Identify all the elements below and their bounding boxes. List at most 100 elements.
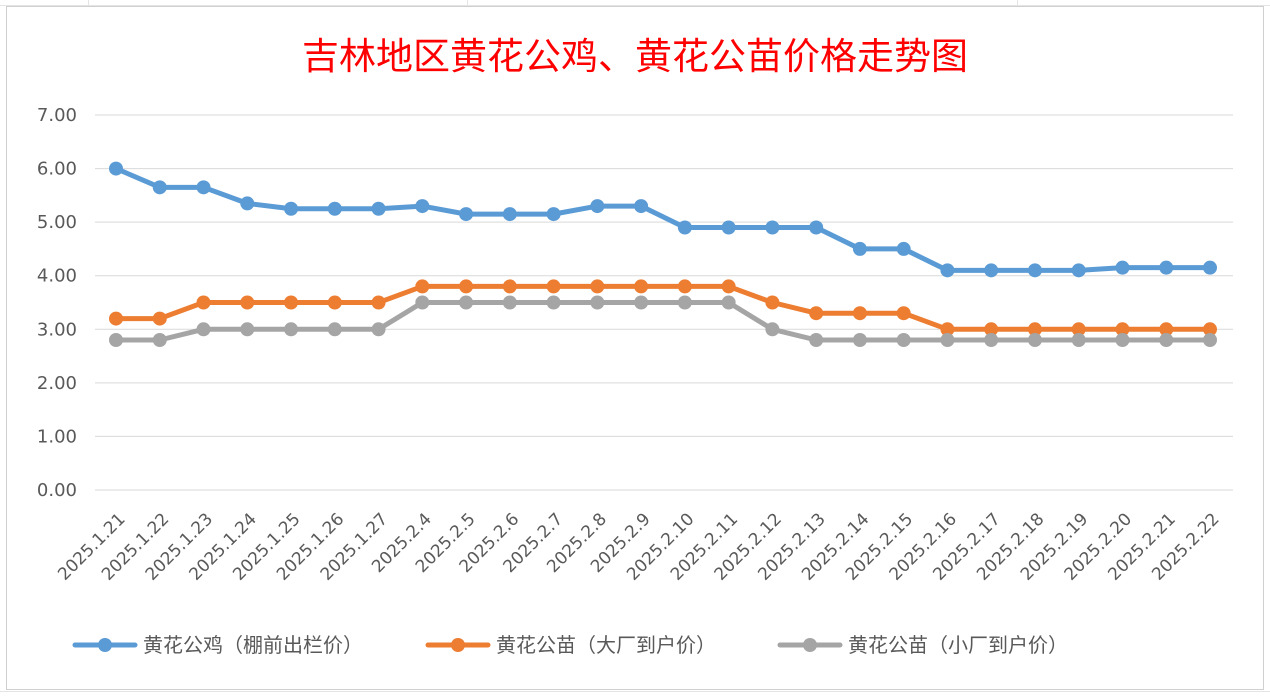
data-point <box>852 333 867 347</box>
data-point <box>327 295 342 310</box>
legend-item-3[interactable]: 黄花公苗（小厂到户价） <box>777 633 1068 657</box>
series-2 <box>109 279 1217 337</box>
data-point <box>1027 333 1042 347</box>
chart-title: 吉林地区黄花公鸡、黄花公苗价格走势图 <box>302 35 968 78</box>
data-point <box>196 180 211 195</box>
data-point <box>152 333 167 347</box>
data-point <box>940 263 955 278</box>
data-point <box>1115 322 1130 337</box>
data-point <box>109 311 123 326</box>
data-point <box>415 295 430 310</box>
legend: 黄花公鸡（棚前出栏价） 黄花公苗（大厂到户价） 黄花公苗（小厂到户价） <box>72 633 1068 657</box>
data-point <box>284 322 299 337</box>
data-point <box>1027 263 1042 278</box>
data-point <box>634 295 649 310</box>
data-point <box>896 241 911 256</box>
data-point <box>109 333 123 347</box>
data-point <box>765 220 780 235</box>
data-point <box>721 295 736 310</box>
data-point <box>677 279 692 294</box>
sheet-col-line <box>467 0 468 6</box>
data-point <box>809 333 824 347</box>
data-point <box>1071 263 1086 278</box>
data-point <box>590 295 605 310</box>
data-point <box>284 295 299 310</box>
data-point <box>765 295 780 310</box>
data-point <box>677 295 692 310</box>
data-point <box>459 279 474 294</box>
data-point <box>240 196 255 211</box>
sheet-row-line <box>0 691 1270 692</box>
data-point <box>984 263 999 278</box>
data-point <box>852 241 867 256</box>
data-point <box>546 279 561 294</box>
data-point <box>546 207 561 222</box>
data-point <box>415 279 430 294</box>
legend-item-2[interactable]: 黄花公苗（大厂到户价） <box>425 633 716 657</box>
data-point <box>896 306 911 321</box>
series-1 <box>109 161 1217 278</box>
data-point <box>152 311 167 326</box>
data-point <box>152 180 167 195</box>
data-point <box>196 322 211 337</box>
sheet-row-line <box>0 5 1270 6</box>
legend-label: 黄花公苗（大厂到户价） <box>496 633 716 657</box>
legend-label: 黄花公苗（小厂到户价） <box>848 633 1068 657</box>
data-point <box>984 322 999 337</box>
data-point <box>240 295 255 310</box>
y-tick-label: 0.00 <box>37 480 77 501</box>
data-point <box>1027 322 1042 337</box>
data-point <box>984 333 999 347</box>
data-point <box>459 295 474 310</box>
data-point <box>765 322 780 337</box>
data-point <box>721 220 736 235</box>
data-point <box>546 295 561 310</box>
data-point <box>590 199 605 214</box>
data-point <box>634 199 649 214</box>
data-point <box>590 279 605 294</box>
data-point <box>240 322 255 337</box>
series-3 <box>109 295 1217 347</box>
y-tick-label: 4.00 <box>37 266 77 287</box>
sheet-col-line <box>1017 0 1018 6</box>
data-point <box>371 201 386 216</box>
data-point <box>940 322 955 337</box>
data-point <box>502 279 517 294</box>
data-point <box>1203 333 1217 347</box>
legend-label: 黄花公鸡（棚前出栏价） <box>143 633 363 657</box>
legend-marker <box>98 638 112 652</box>
y-axis-ticks: 0.00 1.00 2.00 3.00 4.00 5.00 6.00 7.00 <box>37 105 77 501</box>
y-tick-label: 3.00 <box>37 319 77 340</box>
data-point <box>677 220 692 235</box>
data-point <box>327 322 342 337</box>
y-tick-label: 5.00 <box>37 212 77 233</box>
x-axis-ticks: 2025.1.212025.1.222025.1.232025.1.242025… <box>54 509 1223 584</box>
data-point <box>1159 260 1174 275</box>
y-tick-label: 7.00 <box>37 105 77 126</box>
y-tick-label: 6.00 <box>37 159 77 180</box>
data-point <box>196 295 211 310</box>
data-point <box>721 279 736 294</box>
data-point <box>1159 322 1174 337</box>
series-line <box>113 166 1213 273</box>
data-point <box>109 161 123 176</box>
data-point <box>1203 260 1217 275</box>
data-point <box>327 201 342 216</box>
chart-area[interactable] <box>6 6 1264 690</box>
data-point <box>415 199 430 214</box>
legend-item-1[interactable]: 黄花公鸡（棚前出栏价） <box>72 633 363 657</box>
data-point <box>634 279 649 294</box>
series-line <box>113 283 1213 332</box>
data-point <box>809 220 824 235</box>
data-point <box>371 295 386 310</box>
data-point <box>502 207 517 222</box>
data-point <box>284 201 299 216</box>
data-point <box>1203 322 1217 337</box>
data-point <box>809 306 824 321</box>
data-point <box>1071 333 1086 347</box>
data-point <box>1159 333 1174 347</box>
data-point <box>1071 322 1086 337</box>
legend-marker <box>803 638 817 652</box>
